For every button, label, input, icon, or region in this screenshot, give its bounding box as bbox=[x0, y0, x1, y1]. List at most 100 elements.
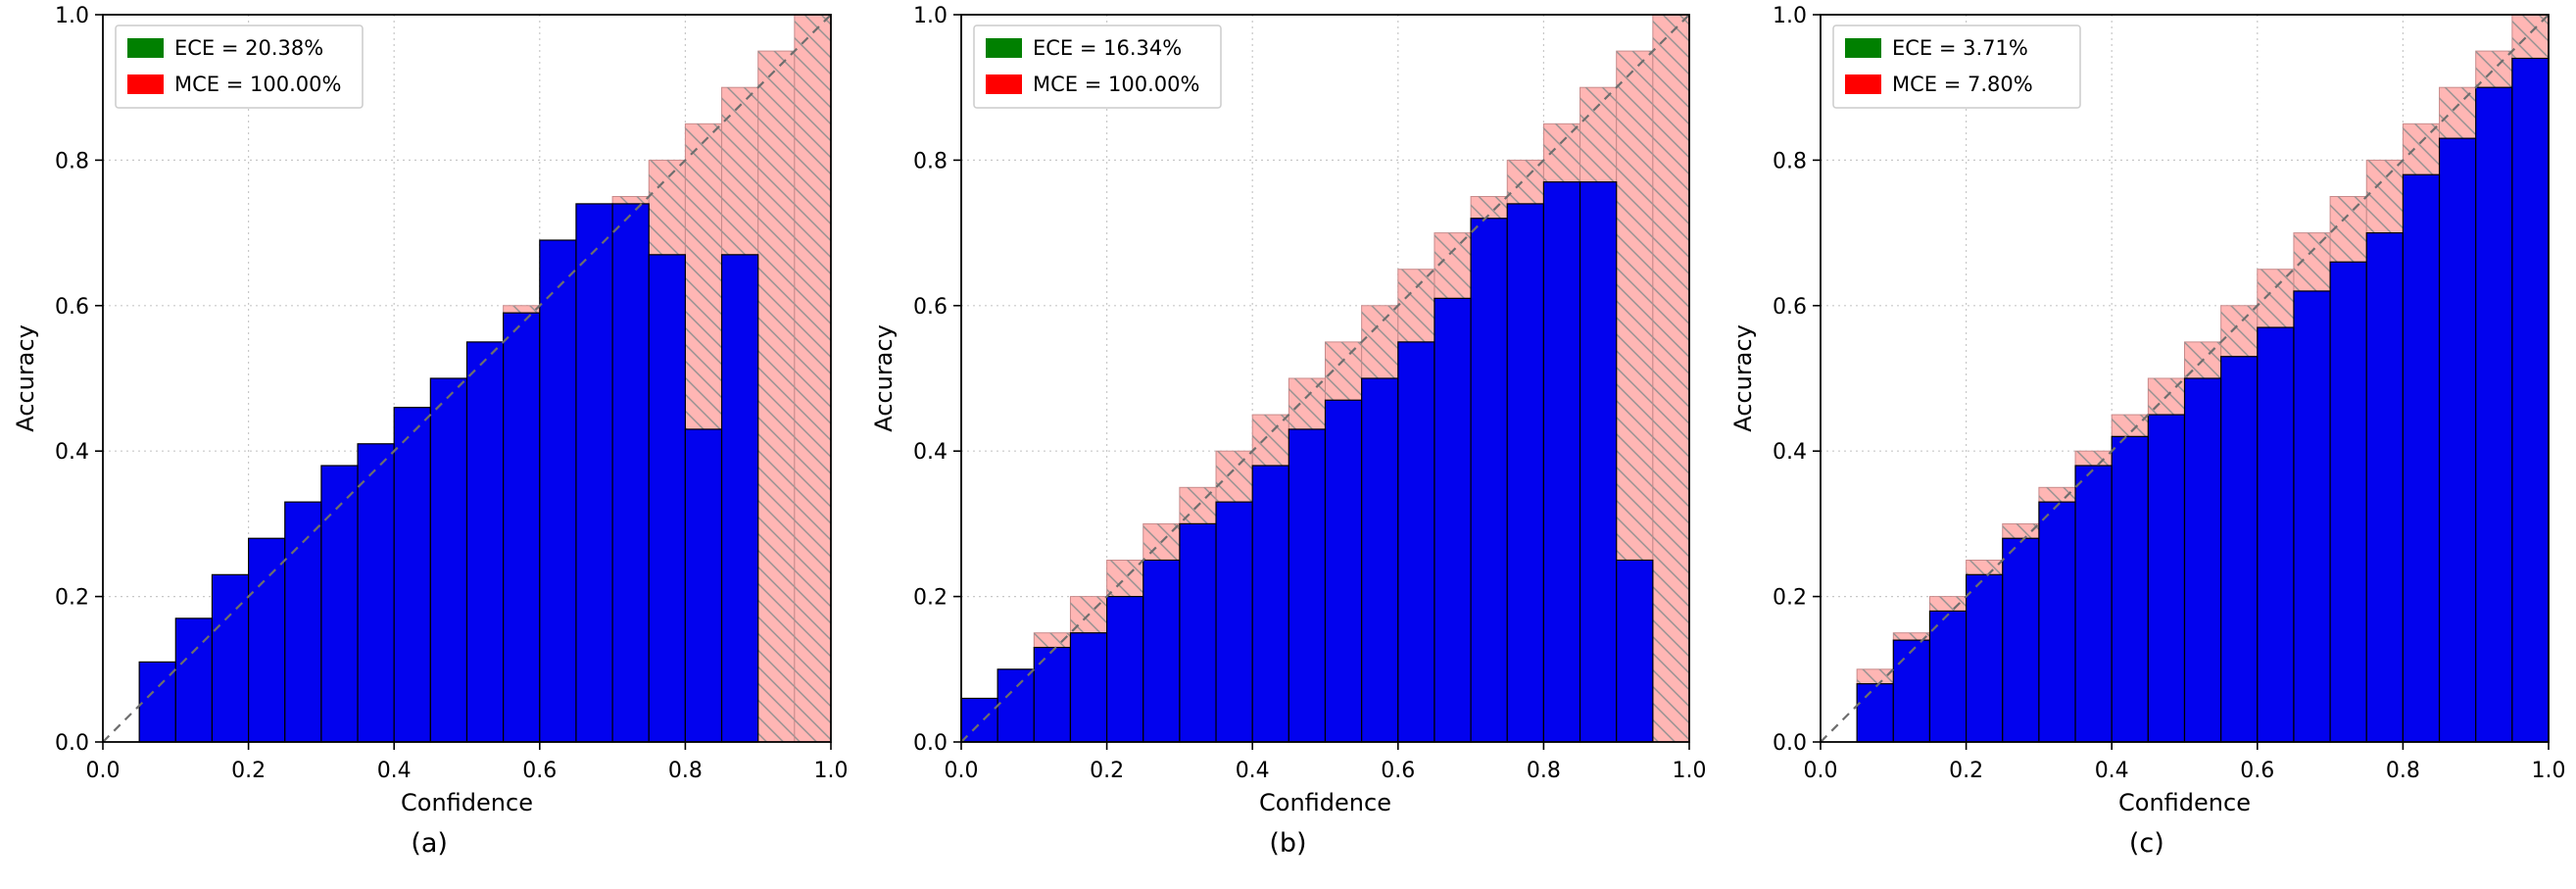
panel-caption-c: (c) bbox=[2128, 828, 2164, 859]
gap-bar-hatch bbox=[1653, 15, 1690, 742]
gap-bar-hatch bbox=[2329, 196, 2367, 263]
gap-bar-hatch bbox=[757, 51, 796, 743]
gap-bar-hatch bbox=[685, 123, 722, 429]
y-tick-label: 0.0 bbox=[1773, 731, 1807, 756]
gap-bar-hatch bbox=[1107, 560, 1144, 597]
legend-ece-swatch bbox=[986, 38, 1023, 58]
accuracy-bar bbox=[684, 428, 723, 743]
legend: ECE = 16.34% MCE = 100.00% bbox=[973, 25, 1223, 109]
accuracy-bar bbox=[2147, 414, 2185, 743]
accuracy-bar bbox=[1142, 559, 1181, 743]
accuracy-bar bbox=[721, 254, 759, 743]
y-axis-label: Accuracy bbox=[12, 324, 39, 432]
y-tick-label: 0.8 bbox=[1773, 149, 1807, 173]
accuracy-bar bbox=[1397, 341, 1436, 743]
accuracy-bar bbox=[1179, 522, 1218, 743]
gap-bar-hatch bbox=[1362, 305, 1399, 378]
panel-c: 0.0 0.0 0.2 0.2 0.4 0.4 0.6 0.6 0.8 0.8 1.0 1.0 Conf… bbox=[1717, 0, 2576, 889]
accuracy-bar bbox=[2365, 232, 2404, 743]
legend-ece-label: ECE = 16.34% bbox=[1033, 36, 1182, 60]
accuracy-bar bbox=[1215, 501, 1254, 743]
gap-bars bbox=[1034, 14, 1690, 743]
legend-mce-swatch bbox=[1844, 74, 1881, 94]
gap-bar-hatch bbox=[1617, 51, 1654, 561]
accuracy-bar bbox=[2001, 537, 2040, 743]
y-tick-label: 0.6 bbox=[1773, 295, 1807, 320]
accuracy-bar bbox=[1507, 203, 1545, 743]
accuracy-bar bbox=[611, 203, 651, 743]
accuracy-bar bbox=[539, 239, 577, 743]
gap-bar-hatch bbox=[2112, 415, 2149, 437]
gap-bar-hatch bbox=[2403, 123, 2440, 175]
accuracy-bar bbox=[1580, 181, 1618, 743]
y-axis-label: Accuracy bbox=[870, 324, 898, 432]
y-tick-label: 0.2 bbox=[55, 586, 89, 611]
accuracy-bar bbox=[1928, 610, 1968, 743]
accuracy-bar bbox=[2293, 290, 2331, 743]
reliability-plot-c: 0.0 0.0 0.2 0.2 0.4 0.4 0.6 0.6 0.8 0.8 1.0 1.0 Conf… bbox=[1717, 0, 2576, 828]
gap-bar-hatch bbox=[1543, 123, 1581, 182]
gap-bar-hatch bbox=[1398, 269, 1435, 342]
accuracy-bar bbox=[1325, 399, 1363, 743]
accuracy-bar bbox=[284, 501, 322, 743]
legend: ECE = 3.71% MCE = 7.80% bbox=[1832, 25, 2081, 109]
y-tick-label: 1.0 bbox=[55, 4, 89, 28]
accuracy-bar bbox=[2511, 57, 2550, 743]
gap-bar-hatch bbox=[2475, 51, 2512, 88]
axes-ticks: 0.0 0.0 0.2 0.2 0.4 0.4 0.6 0.6 0.8 0.8 1.0 1.0 bbox=[55, 4, 849, 783]
x-tick-label: 0.0 bbox=[945, 759, 979, 783]
gap-bar-hatch bbox=[1580, 87, 1618, 182]
plot-border bbox=[1819, 14, 2550, 743]
legend-ece-label: ECE = 3.71% bbox=[1892, 36, 2028, 60]
legend: ECE = 20.38% MCE = 100.00% bbox=[115, 25, 364, 109]
gap-bar-hatch bbox=[795, 15, 832, 742]
accuracy-bar bbox=[1965, 573, 2004, 743]
panel-caption-b: (b) bbox=[1269, 828, 1307, 859]
x-tick-label: 0.6 bbox=[1382, 759, 1416, 783]
gap-bar-hatch bbox=[2220, 305, 2258, 357]
accuracy-bar bbox=[248, 537, 286, 743]
x-axis-label: Confidence bbox=[401, 789, 533, 816]
gap-bar-hatch bbox=[1034, 632, 1071, 648]
legend-mce-label: MCE = 100.00% bbox=[1033, 73, 1199, 96]
x-tick-label: 0.2 bbox=[1949, 759, 1983, 783]
x-tick-label: 0.0 bbox=[86, 759, 121, 783]
gap-bar-hatch bbox=[2293, 232, 2330, 291]
legend-mce-label: MCE = 100.00% bbox=[174, 73, 341, 96]
accuracy-bar bbox=[2219, 356, 2259, 743]
legend-mce-swatch bbox=[127, 74, 165, 94]
x-tick-label: 0.8 bbox=[2386, 759, 2420, 783]
y-tick-label: 0.2 bbox=[913, 586, 948, 611]
gap-bar-hatch bbox=[1856, 668, 1894, 684]
accuracy-bar bbox=[393, 407, 432, 743]
x-tick-label: 0.0 bbox=[1803, 759, 1837, 783]
legend-mce-label: MCE = 7.80% bbox=[1892, 73, 2033, 96]
accuracy-bar bbox=[1106, 595, 1144, 743]
y-tick-label: 0.4 bbox=[913, 440, 948, 465]
y-tick-label: 0.0 bbox=[55, 731, 89, 756]
accuracy-bar bbox=[320, 465, 359, 743]
accuracy-bar bbox=[2111, 435, 2149, 743]
legend-box bbox=[1832, 25, 2081, 109]
y-tick-label: 0.8 bbox=[913, 149, 948, 173]
accuracy-bar bbox=[212, 573, 250, 743]
x-axis-label: Confidence bbox=[1260, 789, 1392, 816]
axes-ticks: 0.0 0.0 0.2 0.2 0.4 0.4 0.6 0.6 0.8 0.8 1.0 1.0 bbox=[1773, 4, 2566, 783]
x-tick-label: 0.4 bbox=[2095, 759, 2129, 783]
accuracy-bar bbox=[575, 203, 613, 743]
accuracy-bar bbox=[997, 668, 1036, 743]
gap-bar-hatch bbox=[1471, 196, 1508, 219]
accuracy-bars bbox=[138, 203, 759, 743]
accuracy-bar bbox=[1470, 218, 1509, 743]
gap-bar-hatch bbox=[1966, 560, 2003, 575]
y-tick-label: 0.0 bbox=[913, 731, 948, 756]
legend-box bbox=[973, 25, 1223, 109]
gap-bar-hatch bbox=[2257, 269, 2294, 328]
accuracy-bar bbox=[2074, 465, 2113, 743]
gap-bar-hatch bbox=[1216, 451, 1253, 503]
x-tick-label: 1.0 bbox=[814, 759, 849, 783]
x-tick-label: 0.4 bbox=[377, 759, 412, 783]
legend-mce-swatch bbox=[986, 74, 1023, 94]
y-tick-label: 0.6 bbox=[55, 295, 89, 320]
